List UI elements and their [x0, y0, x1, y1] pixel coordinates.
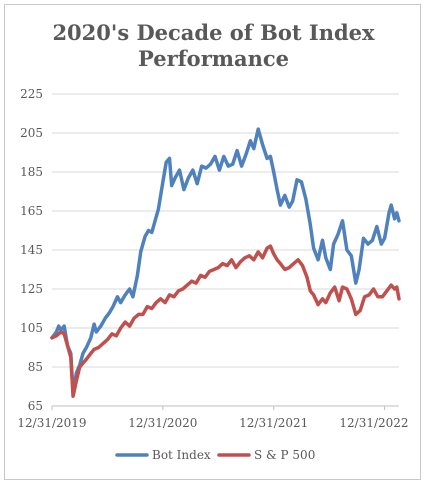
x-tick-labels: 12/31/2019 12/31/2020 12/31/2021 12/31/2022: [17, 406, 409, 430]
chart-title: 2020's Decade of Bot Index Performance: [0, 20, 427, 72]
legend-label: Bot Index: [152, 448, 211, 462]
y-tick-labels: 65 85 105 125 145 165 185 205 225: [20, 87, 43, 413]
y-tick-label: 145: [20, 243, 43, 257]
legend-label: S & P 500: [254, 448, 315, 462]
x-tick-label: 12/31/2022: [339, 416, 408, 430]
x-tick-label: 12/31/2019: [17, 416, 86, 430]
legend: Bot Index S & P 500: [115, 448, 315, 462]
chart-frame: [4, 4, 421, 480]
y-tick-label: 65: [28, 399, 43, 413]
x-tick-label: 12/31/2020: [128, 416, 197, 430]
x-tick-label: 12/31/2021: [239, 416, 308, 430]
y-tick-label: 125: [20, 282, 43, 296]
chart-title-line-2: Performance: [138, 46, 289, 71]
y-tick-label: 225: [20, 87, 43, 101]
series-line-sp500: [50, 244, 401, 399]
y-tick-label: 165: [20, 204, 43, 218]
series-line-bot-index: [50, 127, 401, 397]
y-tick-label: 185: [20, 165, 43, 179]
gridlines: [52, 93, 399, 368]
y-tick-label: 85: [28, 360, 43, 374]
chart-title-line-1: 2020's Decade of Bot Index: [52, 20, 375, 45]
y-tick-label: 105: [20, 321, 43, 335]
y-tick-label: 205: [20, 126, 43, 140]
series-lines: [50, 127, 401, 399]
